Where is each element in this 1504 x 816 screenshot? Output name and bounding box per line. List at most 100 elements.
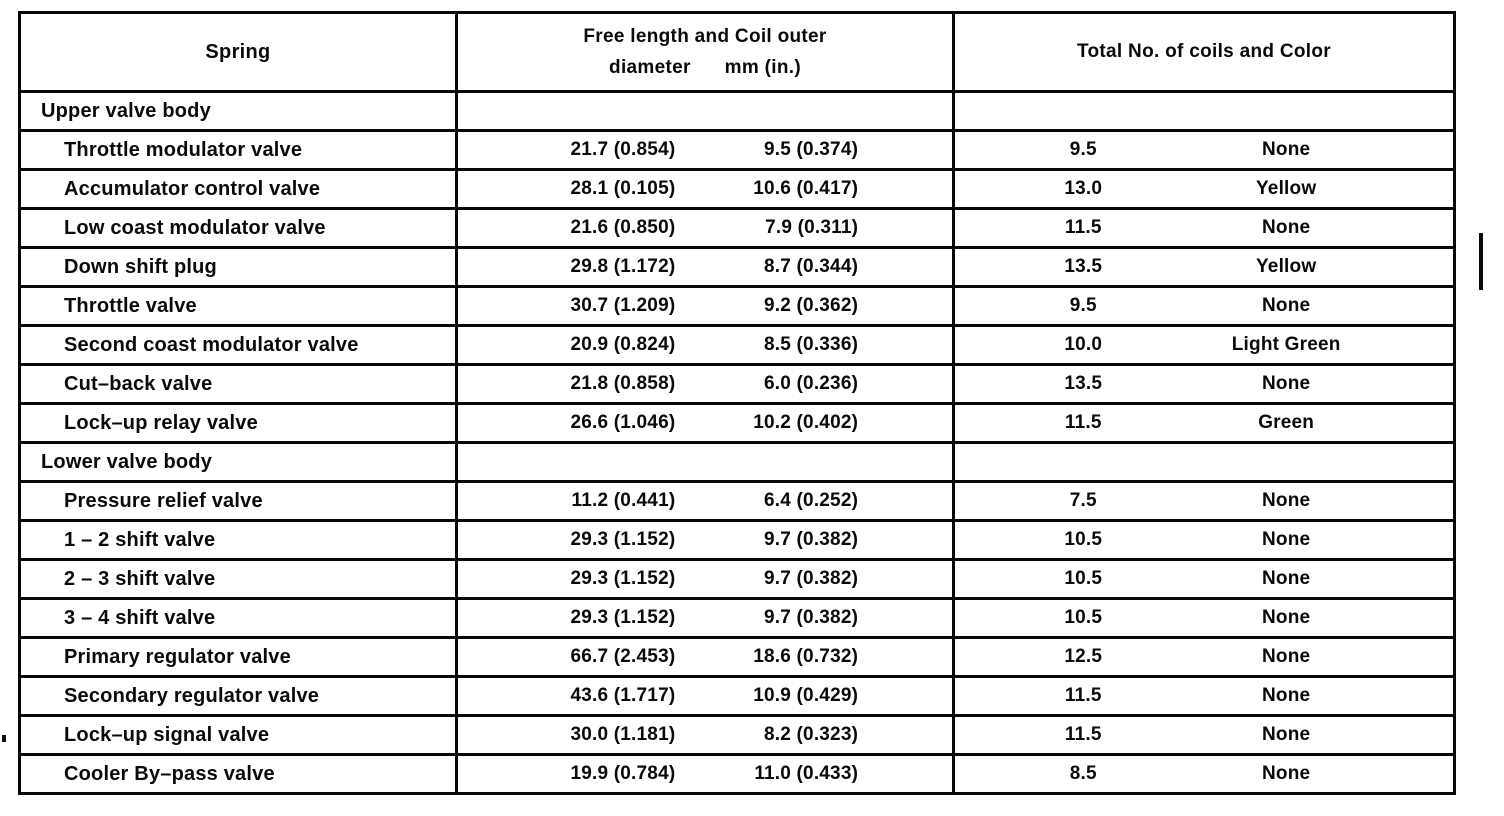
dimensions-cell: 28.1 (0.105) 10.6 (0.417) bbox=[455, 168, 955, 210]
table-row: Cut–back valve 21.8 (0.858) 6.0 (0.236) 13.… bbox=[18, 363, 1456, 405]
coils-color-values: 10.5 None bbox=[957, 529, 1452, 551]
dimensions-cell: 11.2 (0.441) 6.4 (0.252) bbox=[455, 480, 955, 522]
total-coils-value: 10.5 bbox=[1064, 607, 1103, 628]
color-value: None bbox=[1262, 763, 1311, 784]
free-length-value: 19.9 (0.784) bbox=[570, 763, 676, 784]
table-row: 3 – 4 shift valve 29.3 (1.152) 9.7 (0.382)… bbox=[18, 597, 1456, 639]
dimensions-values: 29.3 (1.152) 9.7 (0.382) bbox=[460, 568, 951, 590]
table-row: Pressure relief valve 11.2 (0.441) 6.4 (0.… bbox=[18, 480, 1456, 522]
table-row: Low coast modulator valve 21.6 (0.850) 7.9… bbox=[18, 207, 1456, 249]
table-row: 1 – 2 shift valve 29.3 (1.152) 9.7 (0.382)… bbox=[18, 519, 1456, 561]
section-label-cell: Lower valve body bbox=[18, 441, 458, 483]
coils-color-values: 13.5 Yellow bbox=[957, 256, 1452, 278]
table-row: 2 – 3 shift valve 29.3 (1.152) 9.7 (0.382)… bbox=[18, 558, 1456, 600]
empty-cell bbox=[455, 441, 955, 483]
spring-name-cell: Down shift plug bbox=[18, 246, 458, 288]
table-row: Throttle valve 30.7 (1.209) 9.2 (0.362) 9.5… bbox=[18, 285, 1456, 327]
spring-name-cell: Secondary regulator valve bbox=[18, 675, 458, 717]
color-value: Light Green bbox=[1231, 334, 1341, 355]
coils-color-values: 11.5 Green bbox=[957, 412, 1452, 434]
empty-cell bbox=[455, 90, 955, 132]
coils-color-cell: 13.5 None bbox=[952, 363, 1456, 405]
spec-table-body: Upper valve body Throttle modulator valve… bbox=[18, 90, 1456, 795]
coils-color-values: 11.5 None bbox=[957, 685, 1452, 707]
coils-color-values: 13.5 None bbox=[957, 373, 1452, 395]
spring-name-cell: Lock–up signal valve bbox=[18, 714, 458, 756]
free-length-value: 30.7 (1.209) bbox=[570, 295, 676, 316]
coil-diameter-value: 10.2 (0.402) bbox=[753, 412, 859, 433]
spring-name-cell: Second coast modulator valve bbox=[18, 324, 458, 366]
coils-color-cell: 8.5 None bbox=[952, 753, 1456, 795]
color-value: None bbox=[1262, 529, 1311, 550]
coils-color-values: 8.5 None bbox=[957, 763, 1452, 785]
spring-name-cell: 1 – 2 shift valve bbox=[18, 519, 458, 561]
coils-color-values: 9.5 None bbox=[957, 139, 1452, 161]
color-value: None bbox=[1262, 724, 1311, 745]
table-row: Lock–up signal valve 30.0 (1.181) 8.2 (0.3… bbox=[18, 714, 1456, 756]
coils-color-cell: 11.5 None bbox=[952, 714, 1456, 756]
section-label-cell: Upper valve body bbox=[18, 90, 458, 132]
dimensions-values: 11.2 (0.441) 6.4 (0.252) bbox=[460, 490, 951, 512]
total-coils-value: 11.5 bbox=[1064, 685, 1102, 706]
dimensions-cell: 19.9 (0.784) 11.0 (0.433) bbox=[455, 753, 955, 795]
coils-color-cell: 9.5 None bbox=[952, 285, 1456, 327]
coil-diameter-value: 8.2 (0.323) bbox=[764, 724, 859, 745]
free-length-value: 21.8 (0.858) bbox=[570, 373, 676, 394]
dimensions-values: 20.9 (0.824) 8.5 (0.336) bbox=[460, 334, 951, 356]
dimensions-cell: 43.6 (1.717) 10.9 (0.429) bbox=[455, 675, 955, 717]
dimensions-cell: 29.3 (1.152) 9.7 (0.382) bbox=[455, 519, 955, 561]
total-coils-value: 11.5 bbox=[1064, 724, 1102, 745]
dimensions-cell: 21.6 (0.850) 7.9 (0.311) bbox=[455, 207, 955, 249]
coils-color-values: 10.5 None bbox=[957, 607, 1452, 629]
dimensions-values: 28.1 (0.105) 10.6 (0.417) bbox=[460, 178, 951, 200]
coils-color-cell: 9.5 None bbox=[952, 129, 1456, 171]
scan-artifact-dot bbox=[2, 735, 6, 742]
coil-diameter-value: 7.9 (0.311) bbox=[765, 217, 859, 238]
coils-color-cell: 10.5 None bbox=[952, 597, 1456, 639]
dimensions-cell: 21.8 (0.858) 6.0 (0.236) bbox=[455, 363, 955, 405]
dimensions-values: 21.6 (0.850) 7.9 (0.311) bbox=[460, 217, 951, 239]
section-row: Lower valve body bbox=[18, 441, 1456, 483]
color-value: None bbox=[1262, 607, 1311, 628]
dimensions-cell: 29.3 (1.152) 9.7 (0.382) bbox=[455, 558, 955, 600]
color-value: Yellow bbox=[1255, 178, 1317, 199]
column-header-units-label: mm (in.) bbox=[724, 56, 801, 78]
spring-name-cell: Primary regulator valve bbox=[18, 636, 458, 678]
dimensions-values: 30.0 (1.181) 8.2 (0.323) bbox=[460, 724, 951, 746]
dimensions-values: 30.7 (1.209) 9.2 (0.362) bbox=[460, 295, 951, 317]
total-coils-value: 9.5 bbox=[1069, 295, 1097, 316]
total-coils-value: 13.5 bbox=[1064, 373, 1103, 394]
free-length-value: 29.3 (1.152) bbox=[570, 568, 676, 589]
column-header-coils-color: Total No. of coils and Color bbox=[952, 11, 1456, 93]
spring-name-cell: Throttle valve bbox=[18, 285, 458, 327]
spring-name-cell: Low coast modulator valve bbox=[18, 207, 458, 249]
color-value: None bbox=[1262, 217, 1311, 238]
color-value: None bbox=[1262, 685, 1311, 706]
color-value: Green bbox=[1258, 412, 1315, 433]
free-length-value: 43.6 (1.717) bbox=[570, 685, 676, 706]
color-value: None bbox=[1262, 295, 1311, 316]
coil-diameter-value: 6.4 (0.252) bbox=[764, 490, 859, 511]
column-header-dimensions-line1: Free length and Coil outer bbox=[583, 25, 827, 47]
coils-color-values: 11.5 None bbox=[957, 217, 1452, 239]
coil-diameter-value: 11.0 (0.433) bbox=[754, 763, 859, 784]
dimensions-cell: 21.7 (0.854) 9.5 (0.374) bbox=[455, 129, 955, 171]
table-header-row: Spring Free length and Coil outer diamet… bbox=[18, 11, 1456, 93]
total-coils-value: 9.5 bbox=[1069, 139, 1097, 160]
spring-name-cell: 2 – 3 shift valve bbox=[18, 558, 458, 600]
free-length-value: 21.7 (0.854) bbox=[570, 139, 676, 160]
spring-spec-table: Spring Free length and Coil outer diamet… bbox=[18, 11, 1456, 795]
spring-name-cell: Lock–up relay valve bbox=[18, 402, 458, 444]
dimensions-cell: 66.7 (2.453) 18.6 (0.732) bbox=[455, 636, 955, 678]
table-row: Throttle modulator valve 21.7 (0.854) 9.5 … bbox=[18, 129, 1456, 171]
coils-color-values: 13.0 Yellow bbox=[957, 178, 1452, 200]
total-coils-value: 8.5 bbox=[1069, 763, 1097, 784]
coils-color-cell: 10.0 Light Green bbox=[952, 324, 1456, 366]
coils-color-values: 10.5 None bbox=[957, 568, 1452, 590]
dimensions-values: 21.7 (0.854) 9.5 (0.374) bbox=[460, 139, 951, 161]
table-row: Cooler By–pass valve 19.9 (0.784) 11.0 (0.… bbox=[18, 753, 1456, 795]
column-header-diameter-label: diameter bbox=[609, 56, 691, 78]
spring-name-cell: Cooler By–pass valve bbox=[18, 753, 458, 795]
coils-color-cell: 10.5 None bbox=[952, 558, 1456, 600]
total-coils-value: 10.5 bbox=[1064, 568, 1103, 589]
